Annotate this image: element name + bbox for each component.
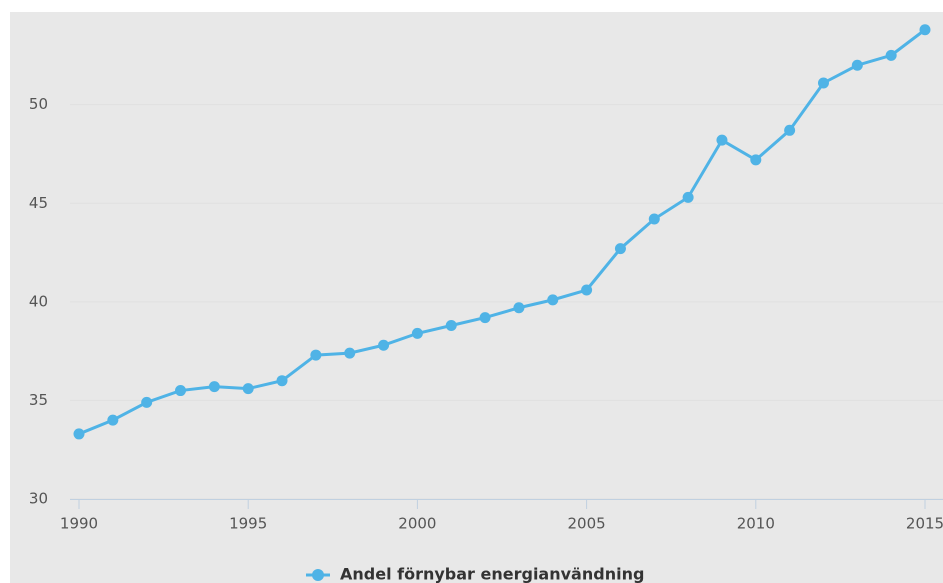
data-point (479, 312, 491, 324)
data-point (107, 414, 119, 426)
y-tick-label: 30 (29, 490, 48, 508)
plot-background (10, 12, 943, 583)
data-point (885, 49, 897, 61)
data-point (175, 385, 187, 397)
x-tick-label: 2010 (737, 515, 775, 533)
x-tick-label: 2005 (568, 515, 606, 533)
legend-label: Andel förnybar energianvändning (340, 565, 644, 583)
data-point (851, 59, 863, 71)
data-point (411, 327, 423, 339)
data-point (817, 77, 829, 89)
data-point (344, 347, 356, 359)
y-tick-label: 40 (29, 292, 48, 310)
data-point (750, 154, 762, 166)
y-tick-label: 50 (29, 95, 48, 113)
x-tick-label: 1990 (60, 515, 98, 533)
data-point (513, 302, 525, 314)
data-point (682, 191, 694, 203)
data-point (614, 243, 626, 255)
data-point (310, 349, 322, 361)
data-point (141, 396, 153, 408)
x-tick-label: 1995 (229, 515, 267, 533)
data-point (208, 381, 220, 393)
data-point (547, 294, 559, 306)
data-point (919, 24, 931, 36)
data-point (784, 124, 796, 136)
data-point (242, 383, 254, 395)
y-tick-label: 35 (29, 391, 48, 409)
data-point (716, 134, 728, 146)
series-line (78, 28, 926, 436)
y-tick-label: 45 (29, 194, 48, 212)
data-point (73, 428, 85, 440)
data-point (648, 213, 660, 225)
data-point (445, 319, 457, 331)
x-tick-label: 2015 (906, 515, 943, 533)
data-point (581, 284, 593, 296)
data-point (378, 339, 390, 351)
data-point (276, 375, 288, 387)
x-tick-label: 2000 (398, 515, 436, 533)
legend-symbol (312, 569, 324, 581)
